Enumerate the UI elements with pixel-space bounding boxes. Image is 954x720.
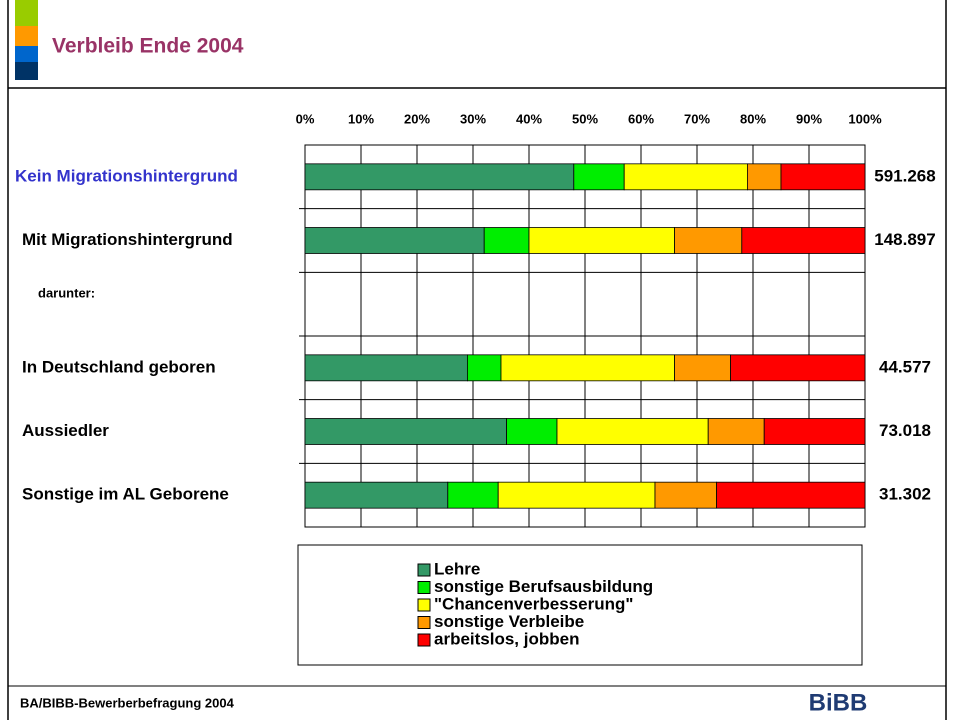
x-tick-label: 40% — [516, 111, 542, 126]
bar-segment — [780, 163, 866, 191]
deco-square — [15, 26, 38, 46]
legend-label: "Chancenverbesserung" — [434, 594, 633, 613]
bar-segment — [304, 354, 468, 382]
bar-segment — [654, 481, 717, 509]
legend-label: sonstige Berufsausbildung — [434, 577, 653, 596]
category-label: Sonstige im AL Geborene — [22, 485, 229, 504]
bar-segment — [466, 354, 502, 382]
x-tick-label: 60% — [628, 111, 654, 126]
bar-segment — [304, 418, 508, 445]
category-label: Aussiedler — [22, 421, 109, 440]
legend-swatch — [417, 633, 431, 647]
bar-segment — [304, 163, 575, 191]
bar-segment — [304, 227, 485, 254]
x-tick-label: 20% — [404, 111, 430, 126]
bar-segment — [623, 163, 748, 191]
bar-segment — [747, 163, 782, 191]
category-label: In Deutschland geboren — [22, 357, 216, 376]
bar-segment — [674, 354, 731, 382]
legend-label: Lehre — [434, 559, 480, 578]
x-tick-label: 70% — [684, 111, 710, 126]
bar-segment — [556, 418, 709, 445]
bar-segment — [304, 481, 449, 509]
legend-swatch — [417, 598, 431, 612]
bar-segment — [741, 227, 866, 254]
bar-segment — [716, 481, 866, 509]
bar-segment — [528, 227, 676, 254]
x-tick-label: 30% — [460, 111, 486, 126]
category-label: darunter: — [38, 286, 95, 301]
bar-segment — [763, 418, 866, 445]
legend-label: arbeitslos, jobben — [434, 629, 579, 648]
total-label: 44.577 — [879, 357, 931, 376]
legend-label: sonstige Verbleibe — [434, 612, 584, 631]
category-label: Mit Migrationshintergrund — [22, 230, 233, 249]
legend-swatch — [417, 563, 431, 577]
footer-logo: BiBB — [809, 689, 868, 716]
bar-segment — [506, 418, 558, 445]
bar-segment — [447, 481, 499, 509]
legend-swatch — [417, 581, 431, 594]
total-label: 31.302 — [879, 485, 931, 504]
x-tick-label: 10% — [348, 111, 374, 126]
deco-square — [15, 62, 38, 80]
slide-title: Verbleib Ende 2004 — [52, 35, 244, 58]
total-label: 148.897 — [874, 230, 935, 249]
category-label: Kein Migrationshintergrund — [15, 166, 238, 185]
x-tick-label: 50% — [572, 111, 598, 126]
bar-segment — [483, 227, 530, 254]
deco-square — [15, 0, 38, 26]
footer-source: BA/BIBB-Bewerberbefragung 2004 — [20, 695, 235, 710]
bar-segment — [707, 418, 765, 445]
x-tick-label: 80% — [740, 111, 766, 126]
bar-segment — [573, 163, 625, 191]
bar-segment — [497, 481, 656, 509]
x-tick-label: 0% — [296, 111, 315, 126]
total-label: 591.268 — [874, 166, 935, 185]
legend-swatch — [417, 616, 431, 629]
bar-segment — [730, 354, 866, 382]
bar-segment — [674, 227, 743, 254]
x-tick-label: 90% — [796, 111, 822, 126]
legend-box — [297, 544, 863, 666]
bar-segment — [500, 354, 676, 382]
x-tick-label: 100% — [848, 111, 882, 126]
deco-square — [15, 46, 38, 62]
total-label: 73.018 — [879, 421, 931, 440]
